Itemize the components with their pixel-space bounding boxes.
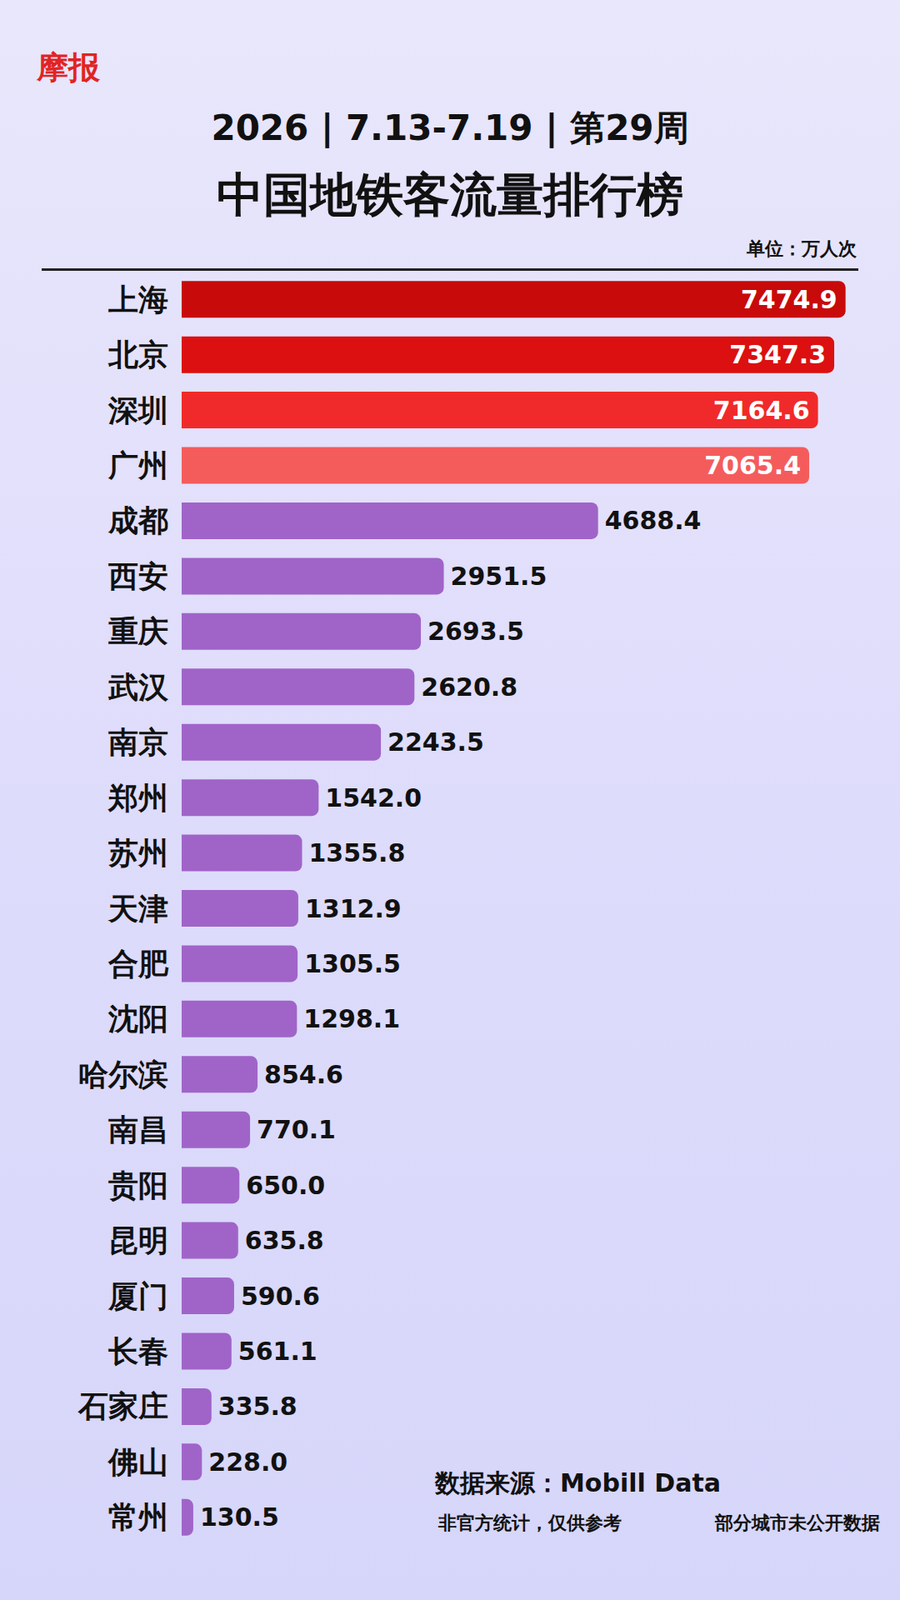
svg-text:上海: 上海 [108,282,169,317]
svg-text:854.6: 854.6 [264,1060,344,1090]
svg-text:苏州: 苏州 [107,835,169,870]
svg-text:部分城市未公开数据: 部分城市未公开数据 [714,1512,880,1534]
svg-text:常州: 常州 [108,1500,169,1535]
svg-text:单位：万人次: 单位：万人次 [745,238,858,260]
svg-text:650.0: 650.0 [245,1170,325,1200]
svg-text:561.1: 561.1 [238,1336,318,1366]
svg-text:重庆: 重庆 [108,614,169,649]
svg-text:7065.4: 7065.4 [704,450,801,480]
svg-text:北京: 北京 [107,337,169,372]
svg-text:130.5: 130.5 [200,1502,280,1532]
svg-text:1355.8: 1355.8 [308,838,405,868]
svg-text:南京: 南京 [108,725,169,760]
svg-text:2693.5: 2693.5 [427,616,525,646]
svg-text:2026 | 7.13-7.19 | 第29周: 2026 | 7.13-7.19 | 第29周 [210,107,689,149]
svg-text:合肥: 合肥 [107,946,170,981]
svg-text:深圳: 深圳 [107,393,169,428]
svg-text:昆明: 昆明 [108,1223,169,1258]
svg-text:中国地铁客流量排行榜: 中国地铁客流量排行榜 [216,167,684,222]
svg-text:西安: 西安 [107,559,169,594]
svg-text:长春: 长春 [108,1334,169,1369]
svg-text:1542.0: 1542.0 [325,783,422,813]
svg-text:武汉: 武汉 [107,670,170,705]
svg-text:佛山: 佛山 [106,1445,169,1480]
svg-text:成都: 成都 [107,503,169,538]
svg-text:郑州: 郑州 [107,780,169,815]
svg-text:南昌: 南昌 [108,1112,169,1147]
svg-text:228.0: 228.0 [208,1447,288,1477]
svg-text:1298.1: 1298.1 [303,1004,400,1034]
svg-text:厦门: 厦门 [107,1279,169,1314]
svg-text:摩报: 摩报 [35,49,101,86]
svg-text:贵阳: 贵阳 [108,1168,169,1203]
svg-text:4688.4: 4688.4 [605,505,702,535]
svg-text:非官方统计，仅供参考: 非官方统计，仅供参考 [437,1512,622,1534]
svg-text:1312.9: 1312.9 [305,894,402,924]
svg-text:635.8: 635.8 [245,1225,325,1255]
svg-text:石家庄: 石家庄 [77,1389,169,1424]
svg-text:7164.6: 7164.6 [713,395,810,425]
svg-text:数据来源：Mobill Data: 数据来源：Mobill Data [434,1468,721,1498]
svg-text:2243.5: 2243.5 [387,727,485,757]
svg-text:2951.5: 2951.5 [450,561,548,591]
svg-text:7474.9: 7474.9 [740,285,838,315]
svg-text:哈尔滨: 哈尔滨 [78,1057,169,1092]
svg-text:7347.3: 7347.3 [729,340,826,370]
svg-text:沈阳: 沈阳 [107,1001,169,1036]
svg-text:天津: 天津 [107,891,169,926]
svg-text:770.1: 770.1 [256,1115,336,1145]
svg-text:590.6: 590.6 [240,1281,320,1311]
svg-text:335.8: 335.8 [218,1391,298,1421]
svg-text:广州: 广州 [107,448,169,483]
svg-text:2620.8: 2620.8 [420,672,518,702]
svg-text:1305.5: 1305.5 [304,949,401,979]
